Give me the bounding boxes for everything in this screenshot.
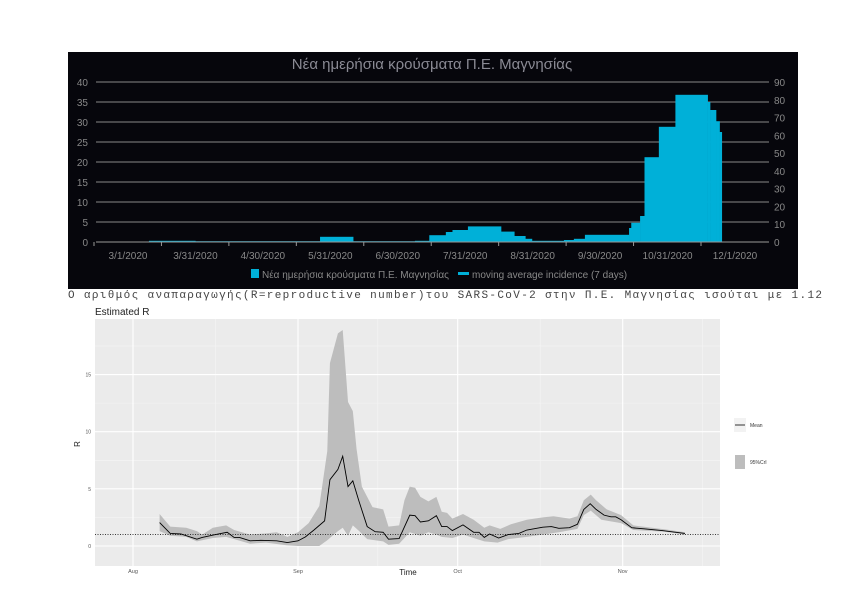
bar	[531, 240, 565, 242]
bar	[563, 240, 575, 242]
bar	[716, 121, 720, 242]
bar	[467, 226, 502, 242]
x-tick-label: Oct	[453, 569, 462, 575]
legend-line-swatch	[458, 272, 469, 275]
r-caption: Ο αριθμός αναπαραγωγής(R=reproductive nu…	[68, 290, 824, 302]
y-tick-label: 15	[85, 373, 91, 379]
legend-mean-label: Mean	[750, 423, 763, 429]
x-tick-label: 9/30/2020	[578, 251, 623, 262]
x-tick-label: 12/1/2020	[713, 251, 758, 262]
y-right-tick-label: 70	[774, 114, 786, 125]
bar	[501, 231, 515, 242]
y-right-tick-label: 40	[774, 167, 786, 178]
plot-title: Estimated R	[95, 307, 149, 318]
bar	[514, 236, 526, 242]
bar	[640, 216, 645, 242]
x-axis-label: Time	[399, 568, 417, 577]
x-tick-label: 7/31/2020	[443, 251, 488, 262]
estimated-r-chart: Estimated R 0 5 10 15 Aug Sep Oct Nov Time R Mean 95…	[73, 307, 767, 577]
legend-cri-label: 95%CrI	[750, 460, 767, 466]
x-tick-label: 8/31/2020	[510, 251, 555, 262]
y-left-tick-label: 40	[77, 78, 89, 89]
daily-cases-chart: Νέα ημερήσια κρούσματα Π.Ε. Μαγνησίας 0 5 1…	[68, 52, 798, 289]
legend-bars-label: Νέα ημερήσια κρούσματα Π.Ε. Μαγνησίας	[262, 269, 449, 281]
y-tick-label: 5	[88, 487, 91, 493]
x-tick-label: 10/31/2020	[643, 251, 693, 262]
x-tick-label: Sep	[293, 569, 303, 575]
bar	[525, 238, 533, 242]
bar	[710, 110, 717, 242]
bar	[584, 234, 630, 242]
legend-cri-swatch	[735, 455, 745, 469]
x-tick-label: 5/31/2020	[308, 251, 353, 262]
bar	[148, 240, 196, 242]
x-tick-label: 3/1/2020	[109, 251, 148, 262]
bar	[573, 238, 586, 242]
y-axis-label: R	[73, 441, 82, 447]
bar	[320, 236, 354, 242]
bar	[429, 235, 447, 242]
y-right-tick-label: 50	[774, 149, 786, 160]
credible-interval-band	[159, 329, 685, 546]
x-tick-label: Nov	[618, 569, 628, 575]
bar	[675, 94, 708, 242]
y-left-tick-label: 30	[77, 118, 89, 129]
bar	[707, 102, 711, 242]
bar	[414, 240, 430, 242]
y-right-tick-label: 20	[774, 202, 786, 213]
y-left-tick-label: 0	[82, 238, 88, 249]
y-right-tick-label: 0	[774, 238, 780, 249]
legend-bar-swatch	[251, 269, 259, 278]
mean-line	[159, 454, 686, 544]
bar	[631, 222, 641, 242]
chart-title: Νέα ημερήσια κρούσματα Π.Ε. Μαγνησίας	[292, 56, 572, 73]
bar	[445, 232, 453, 242]
bar	[658, 126, 676, 242]
bar	[629, 228, 632, 242]
y-right-tick-label: 90	[774, 78, 786, 89]
bar	[452, 230, 469, 242]
bar	[644, 157, 660, 242]
x-tick-label: 4/30/2020	[241, 251, 286, 262]
y-left-tick-label: 35	[77, 98, 89, 109]
x-tick-label: Aug	[128, 569, 138, 575]
y-tick-label: 10	[85, 430, 91, 436]
y-left-tick-label: 10	[77, 198, 89, 209]
y-left-tick-label: 25	[77, 138, 89, 149]
y-right-tick-label: 80	[774, 96, 786, 107]
bar	[719, 132, 723, 242]
y-right-tick-label: 60	[774, 131, 786, 142]
x-tick-label: 6/30/2020	[376, 251, 421, 262]
x-tick-label: 3/31/2020	[173, 251, 218, 262]
y-right-tick-label: 30	[774, 185, 786, 196]
y-tick-label: 0	[88, 544, 91, 550]
y-left-tick-label: 20	[77, 158, 89, 169]
legend-line-label: moving average incidence (7 days)	[472, 270, 627, 281]
y-right-tick-label: 10	[774, 220, 786, 231]
y-left-tick-label: 5	[82, 218, 88, 229]
y-left-tick-label: 15	[77, 178, 89, 189]
